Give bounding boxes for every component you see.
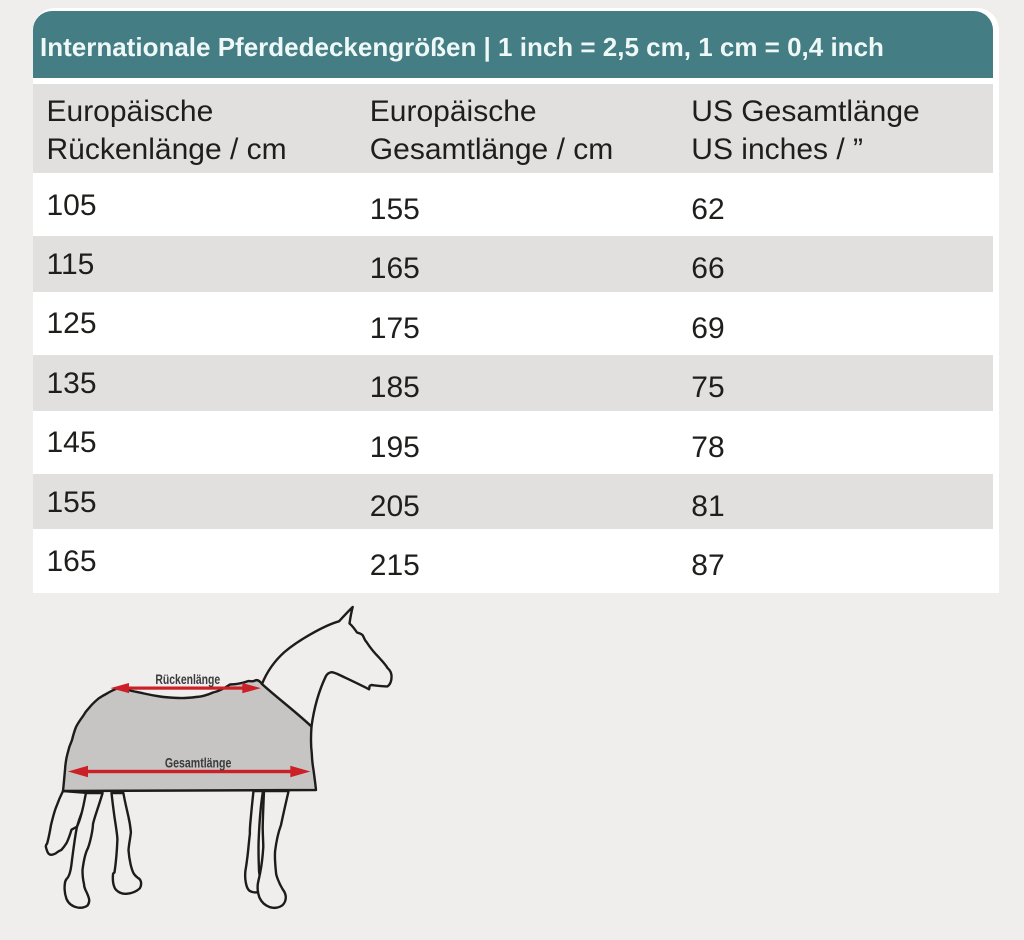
svg-text:Rückenlänge: Rückenlänge [155,671,220,687]
svg-text:Gesamtlänge: Gesamtlänge [165,754,232,770]
